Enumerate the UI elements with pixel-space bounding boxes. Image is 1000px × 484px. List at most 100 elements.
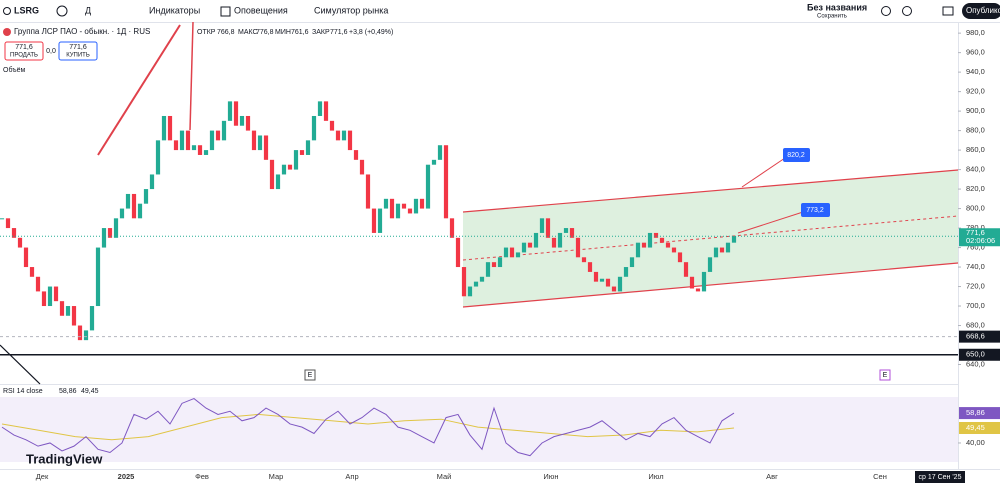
y-tick-label: 840,0: [966, 165, 985, 174]
candle: [203, 150, 209, 155]
candle: [629, 257, 635, 268]
candle: [731, 236, 737, 243]
candle: [101, 228, 107, 248]
candle: [533, 232, 539, 248]
candle: [713, 247, 719, 258]
candle: [113, 218, 119, 238]
save-button[interactable]: Сохранить: [817, 14, 847, 20]
candle: [137, 203, 143, 219]
trend-line: [0, 344, 41, 385]
publish-button[interactable]: [962, 3, 1000, 19]
symbol[interactable]: LSRG: [14, 5, 39, 15]
event-marker[interactable]: [879, 369, 891, 381]
candle: [425, 164, 431, 209]
rsi-band: [0, 397, 958, 462]
x-tick-label: Фев: [195, 472, 209, 481]
candle: [473, 281, 479, 287]
candle: [353, 150, 359, 160]
layout-name[interactable]: Без названия: [807, 2, 867, 12]
sell-label[interactable]: ПРОДАТЬ: [10, 53, 38, 59]
sell-button[interactable]: [4, 41, 44, 61]
candle: [239, 115, 245, 126]
last-price-label: 771,6: [966, 228, 985, 237]
rsi-badge: [959, 407, 1000, 420]
y-tick-label: 880,0: [966, 126, 985, 135]
rsi-ma-value: 49,45: [81, 388, 99, 395]
buy-button[interactable]: [58, 41, 98, 61]
candle: [605, 278, 611, 287]
trend-line: [189, 21, 194, 131]
candle: [335, 130, 341, 141]
sell-price[interactable]: 771,6: [15, 44, 33, 51]
event-label[interactable]: E: [308, 372, 313, 379]
candle: [407, 208, 413, 214]
x-tick-label: Дек: [36, 472, 49, 481]
candle: [479, 276, 485, 282]
candle: [17, 237, 23, 248]
candle: [323, 101, 329, 121]
candle: [641, 242, 647, 248]
candle: [377, 208, 383, 233]
candle: [305, 140, 311, 155]
buy-label[interactable]: КУПИТЬ: [66, 53, 90, 59]
candle: [611, 286, 617, 292]
high-value: 776,8: [256, 29, 274, 36]
rsi-value: 58,86: [59, 388, 77, 395]
candle: [245, 115, 251, 131]
y-tick-label: 700,0: [966, 301, 985, 310]
candle: [437, 145, 443, 160]
candle: [173, 140, 179, 151]
candle: [275, 174, 281, 190]
candle: [119, 208, 125, 219]
candle: [125, 193, 131, 209]
y-tick-label: 740,0: [966, 262, 985, 271]
open-value: 766,8: [217, 29, 235, 36]
candle: [719, 247, 725, 253]
x-tick-label: Сен: [873, 472, 887, 481]
x-tick-label: Май: [437, 472, 452, 481]
replay-button[interactable]: Симулятор рынка: [314, 5, 388, 15]
candle: [491, 262, 497, 268]
y-tick-label: 940,0: [966, 67, 985, 76]
candle: [515, 252, 521, 258]
candle: [185, 130, 191, 151]
interval[interactable]: Д: [85, 5, 91, 15]
candle: [5, 218, 11, 229]
rsi-tick-label: 40,00: [966, 438, 985, 447]
rsi-title: RSI 14 close: [3, 388, 43, 395]
candle: [107, 228, 113, 238]
y-tick-label: 760,0: [966, 243, 985, 252]
candle: [395, 203, 401, 219]
candle: [701, 271, 707, 292]
high-label: МАКС: [238, 29, 258, 36]
candle: [365, 174, 371, 209]
candle: [617, 276, 623, 292]
candle: [401, 203, 407, 209]
y-tick-label: 960,0: [966, 48, 985, 57]
candle: [389, 198, 395, 219]
candle: [467, 286, 473, 297]
candle: [575, 237, 581, 258]
symbol-logo: [3, 28, 11, 36]
candle: [149, 174, 155, 190]
publish-label[interactable]: Опубликов: [966, 6, 1000, 15]
alerts-button[interactable]: Оповещения: [234, 5, 288, 15]
y-tick-label: 920,0: [966, 87, 985, 96]
candle: [677, 252, 683, 263]
y-tick-label: 680,0: [966, 321, 985, 330]
drawing-label: 773,2: [806, 207, 824, 214]
buy-price[interactable]: 771,6: [69, 44, 87, 51]
candle: [197, 145, 203, 155]
candle: [707, 257, 713, 272]
event-label[interactable]: E: [883, 372, 888, 379]
candle: [227, 101, 233, 121]
spread: 0,0: [46, 48, 56, 55]
toolbar: [0, 0, 1000, 22]
event-marker[interactable]: [304, 369, 316, 381]
candle: [209, 130, 215, 151]
indicators-button[interactable]: Индикаторы: [149, 5, 200, 15]
candle: [371, 208, 377, 233]
candle: [383, 198, 389, 209]
x-tick-label: Авг: [766, 472, 778, 481]
